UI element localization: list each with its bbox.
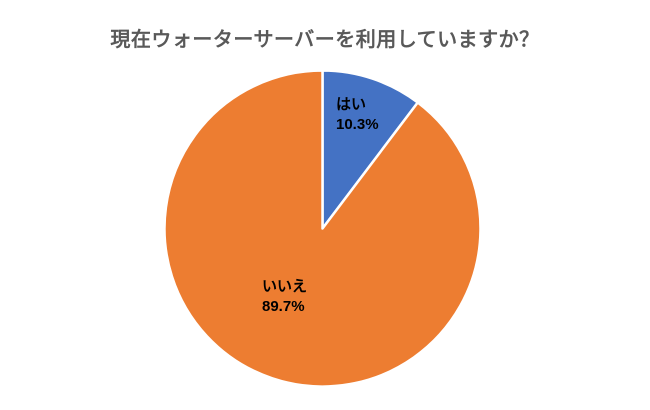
pie-slice-yes	[321, 69, 420, 230]
data-label-yes-category: はい	[336, 96, 367, 113]
data-label-no-percent: 89.7%	[262, 298, 305, 315]
data-label-yes: はい 10.3%	[336, 95, 379, 135]
data-label-no-category: いいえ	[262, 278, 308, 295]
pie-slice-no	[163, 69, 482, 388]
chart-title: 現在ウォーターサーバーを利用していますか？	[110, 29, 540, 51]
data-label-yes-percent: 10.3%	[336, 116, 379, 133]
data-label-no: いいえ 89.7%	[262, 277, 307, 317]
